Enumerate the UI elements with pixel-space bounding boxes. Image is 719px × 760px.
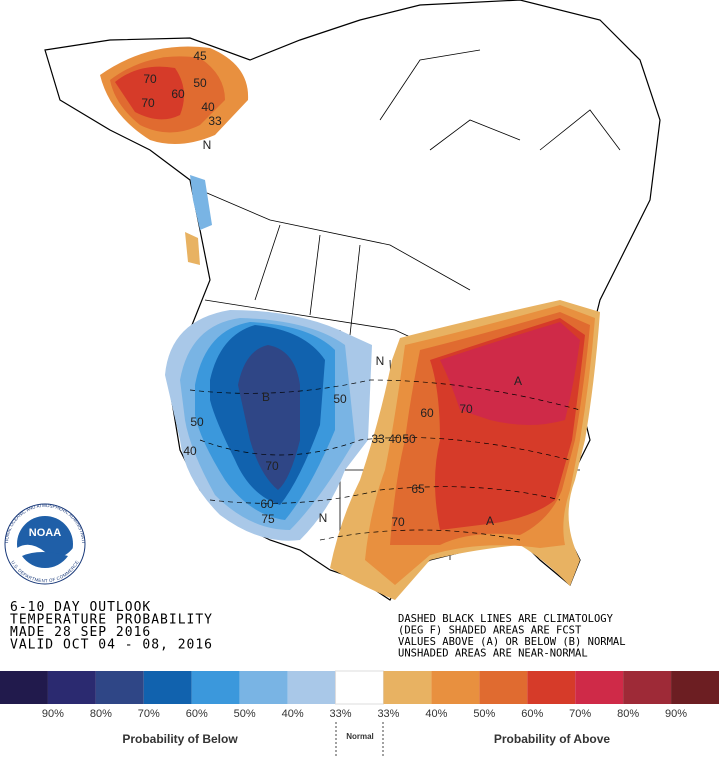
note-line: (DEG F) SHADED AREAS ARE FCST — [398, 625, 582, 637]
legend-normal: Normal — [346, 732, 374, 741]
legend-swatch — [575, 671, 624, 704]
probability-area — [185, 232, 200, 265]
map-label: 50 — [190, 415, 204, 429]
map-label: 45 — [193, 49, 207, 63]
legend-swatch — [287, 671, 336, 704]
map-label: 40 — [201, 100, 215, 114]
legend-label: 90% — [42, 708, 64, 720]
map-label: N — [319, 511, 328, 525]
legend-label: 70% — [569, 708, 591, 720]
title-line: MADE 28 SEP 2016 — [10, 625, 151, 640]
legend-label: 90% — [665, 708, 687, 720]
legend-label: 70% — [138, 708, 160, 720]
legend-label: 60% — [186, 708, 208, 720]
note-line: DASHED BLACK LINES ARE CLIMATOLOGY — [398, 613, 614, 625]
legend-swatch — [143, 671, 192, 704]
shading — [100, 46, 600, 600]
notes: DASHED BLACK LINES ARE CLIMATOLOGY(DEG F… — [398, 613, 626, 660]
legend-swatch — [479, 671, 528, 704]
map-label: 70 — [265, 459, 279, 473]
map-label: 70 — [141, 96, 155, 110]
legend-swatch — [191, 671, 240, 704]
climatology — [189, 379, 581, 541]
map-label: 50 — [193, 76, 207, 90]
title-line: 6-10 DAY OUTLOOK — [10, 600, 151, 615]
map-label: N — [203, 138, 212, 152]
legend-label: 33% — [330, 708, 352, 720]
map-label: B — [262, 390, 270, 404]
probability-area — [238, 345, 300, 490]
note-line: VALUES ABOVE (A) OR BELOW (B) NORMAL — [398, 636, 626, 648]
map-label: 60 — [171, 87, 185, 101]
legend-swatch — [383, 671, 432, 704]
map-label: A — [486, 514, 494, 528]
map-label: 70 — [143, 72, 157, 86]
map-label: 40 — [388, 432, 402, 446]
probability-area — [190, 175, 212, 230]
legend-swatch — [239, 671, 288, 704]
legend-swatch — [671, 671, 719, 704]
legend-swatch — [335, 670, 384, 705]
title-line: VALID OCT 04 - 08, 2016 — [10, 638, 213, 653]
map-label: 70 — [391, 515, 405, 529]
legend: Probability of Below Normal Probability … — [0, 670, 719, 758]
probability-area — [115, 66, 184, 120]
map-label: 70 — [459, 402, 473, 416]
map-label: 40 — [183, 444, 197, 458]
legend-label: 50% — [234, 708, 256, 720]
map-label: 65 — [411, 482, 425, 496]
legend-swatch — [95, 671, 144, 704]
map-label: 33 — [208, 114, 222, 128]
legend-below: Probability of Below — [122, 732, 238, 746]
map-label: 75 — [261, 512, 275, 526]
map-label: 50 — [333, 392, 347, 406]
map-label: N — [376, 354, 385, 368]
probability-area — [440, 322, 580, 425]
legend-swatch — [623, 671, 672, 704]
legend-label: 80% — [617, 708, 639, 720]
legend-swatch — [0, 671, 48, 704]
legend-label: 50% — [473, 708, 495, 720]
map-label: 60 — [260, 497, 274, 511]
legend-above: Probability of Above — [494, 732, 611, 746]
map-label: 33 — [371, 432, 385, 446]
title-line: TEMPERATURE PROBABILITY — [10, 613, 213, 628]
note-line: UNSHADED AREAS ARE NEAR-NORMAL — [398, 648, 588, 660]
logo-name: NOAA — [29, 527, 61, 539]
legend-swatch — [527, 671, 576, 704]
legend-label: 40% — [282, 708, 304, 720]
legend-label: 80% — [90, 708, 112, 720]
map-label: 50 — [402, 432, 416, 446]
legend-label: 40% — [425, 708, 447, 720]
map-label: 60 — [420, 406, 434, 420]
legend-swatch — [431, 671, 480, 704]
legend-label: 60% — [521, 708, 543, 720]
legend-label: 33% — [377, 708, 399, 720]
legend-swatch — [47, 671, 96, 704]
map-label: A — [514, 374, 522, 388]
